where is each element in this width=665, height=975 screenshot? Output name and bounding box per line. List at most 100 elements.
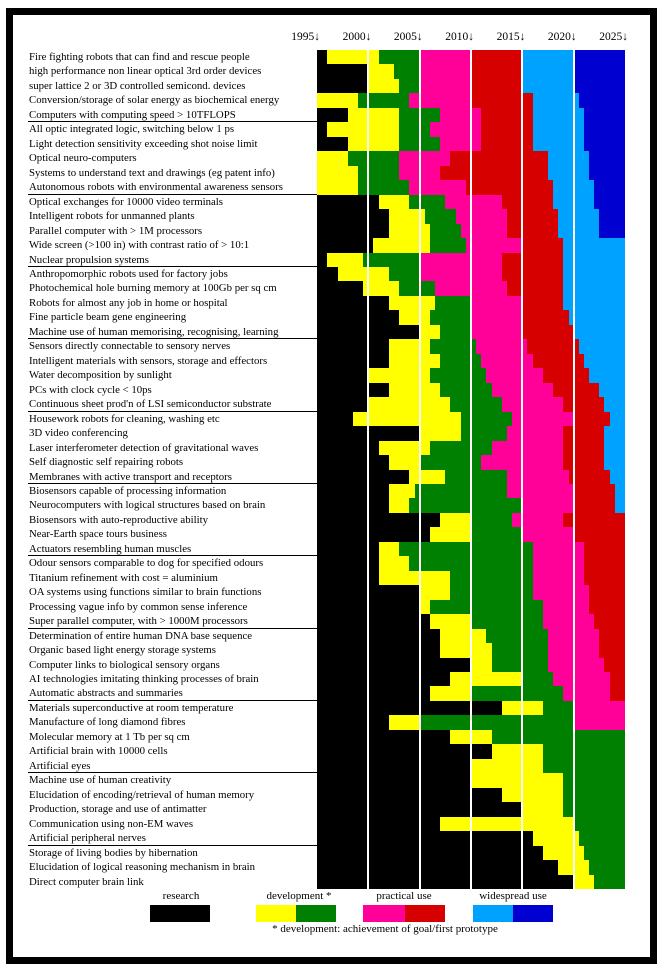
bar-segment-development xyxy=(368,397,451,413)
row-label: Water decomposition by sunlight xyxy=(29,369,172,382)
bar-segment-research xyxy=(317,238,374,254)
bar-segment-development xyxy=(409,469,446,485)
row-label-group-separator: Autonomous robots with environmental awa… xyxy=(28,180,317,195)
bar-segment-development xyxy=(450,397,502,413)
bar-segment-development xyxy=(347,151,400,167)
bar-segment-practical xyxy=(419,266,502,282)
row-label: Computer links to biological sensory org… xyxy=(29,658,220,671)
bar-segment-development xyxy=(347,107,400,123)
bar-segment-research xyxy=(317,700,502,716)
bar-segment-widespread xyxy=(614,483,625,499)
bar-segment-development xyxy=(429,310,471,326)
row-label: Determination of entire human DNA base s… xyxy=(29,629,253,642)
bar-segment-development xyxy=(388,455,420,470)
bar-segment-practical xyxy=(481,353,533,369)
bar-segment-practical xyxy=(522,310,569,326)
bar-segment-development xyxy=(317,151,348,167)
bar-segment-development xyxy=(358,180,410,196)
row-label: Fine particle beam gene engineering xyxy=(29,311,187,324)
bar-segment-research xyxy=(317,715,389,731)
year-tick-label: 2025↓ xyxy=(599,31,628,43)
bar-segment-development xyxy=(445,469,507,485)
bar-segment-widespread xyxy=(599,382,625,398)
bar-segment-widespread xyxy=(532,107,584,123)
bar-segment-practical xyxy=(501,266,564,282)
row-label: Biosensors with auto-reproductive abilit… xyxy=(29,513,209,526)
bar-segment-development xyxy=(388,498,410,514)
bar-segment-development xyxy=(419,324,441,340)
bar-segment-practical xyxy=(522,527,574,543)
bar-segment-development xyxy=(440,816,574,832)
bar-segment-research xyxy=(317,874,574,890)
row-label-group-separator: Nuclear propulsion systems xyxy=(28,253,317,267)
bar-segment-development xyxy=(440,324,471,340)
bar-segment-development xyxy=(378,50,420,65)
bar-segment-practical xyxy=(553,672,610,687)
bar-segment-practical xyxy=(599,628,625,644)
gridline-2005 xyxy=(418,50,421,889)
bar-segment-practical xyxy=(506,209,559,225)
bar-segment-practical xyxy=(532,585,590,601)
bar-segment-practical xyxy=(563,686,610,702)
bar-segment-practical xyxy=(563,440,605,456)
bar-segment-practical xyxy=(563,397,605,413)
row-label: Housework robots for cleaning, washing e… xyxy=(29,412,220,425)
row-label: super lattice 2 or 3D controlled semicon… xyxy=(29,79,246,92)
bar-segment-development xyxy=(429,223,461,239)
row-label: Light detection sensitivity exceeding sh… xyxy=(29,137,258,150)
bar-segment-practical xyxy=(573,715,625,731)
legend-label: practical use xyxy=(376,890,432,902)
bar-segment-practical xyxy=(501,194,554,210)
row-label: Fire fighting robots that can find and r… xyxy=(29,51,250,63)
bar-segment-development xyxy=(388,715,420,731)
bar-segment-practical xyxy=(506,483,574,499)
bar-segment-practical xyxy=(471,295,523,311)
bar-segment-research xyxy=(317,223,389,239)
bar-segment-practical xyxy=(522,324,574,340)
bar-segment-development xyxy=(435,295,471,311)
row-label: Neurocomputers with logical structures b… xyxy=(29,499,266,512)
bar-segment-development xyxy=(573,874,595,890)
bar-segment-research xyxy=(317,831,533,847)
bar-segment-research xyxy=(317,498,389,514)
bar-segment-widespread xyxy=(604,455,625,470)
bar-segment-widespread xyxy=(558,209,600,225)
year-tick-label: 2010↓ xyxy=(445,31,474,43)
bar-segment-practical xyxy=(491,440,564,456)
bar-segment-development xyxy=(419,455,482,470)
bar-segment-widespread xyxy=(578,93,625,109)
bar-segment-research xyxy=(317,816,441,832)
bar-segment-development xyxy=(394,64,420,80)
bar-segment-development xyxy=(471,758,543,774)
bar-segment-practical xyxy=(512,512,564,528)
bar-segment-widespread xyxy=(604,440,625,456)
legend-swatch-widespread xyxy=(513,905,553,922)
bar-segment-development xyxy=(563,787,625,803)
bar-segment-research xyxy=(317,209,389,225)
bar-segment-research xyxy=(317,295,389,311)
year-tick-label: 2015↓ xyxy=(496,31,526,43)
row-label: Self diagnostic self repairing robots xyxy=(29,456,184,469)
bar-segment-practical xyxy=(419,64,471,80)
bar-segment-widespread xyxy=(548,165,590,181)
bar-segment-research xyxy=(317,339,389,355)
row-label: Molecular memory at 1 Tb per sq cm xyxy=(29,730,190,743)
bar-segment-widespread xyxy=(583,353,625,369)
bar-segment-practical xyxy=(512,411,574,427)
row-label: Manufacture of long diamond fibres xyxy=(29,716,186,729)
bar-segment-development xyxy=(327,252,364,268)
bar-segment-practical xyxy=(486,368,543,384)
bar-segment-widespread xyxy=(594,180,625,196)
year-tick-label: 2005↓ xyxy=(393,31,423,43)
bar-segment-development xyxy=(563,773,625,789)
bar-segment-practical xyxy=(589,599,625,615)
legend-label: development * xyxy=(266,890,332,902)
bar-segment-practical xyxy=(583,541,625,557)
year-tick-label: 2020↓ xyxy=(547,31,577,43)
bar-segment-development xyxy=(429,599,543,615)
bar-segment-practical xyxy=(506,469,569,485)
bar-segment-development xyxy=(388,266,420,282)
bar-segment-development xyxy=(337,266,389,282)
bar-segment-practical xyxy=(481,122,533,138)
bar-segment-development xyxy=(450,672,523,687)
